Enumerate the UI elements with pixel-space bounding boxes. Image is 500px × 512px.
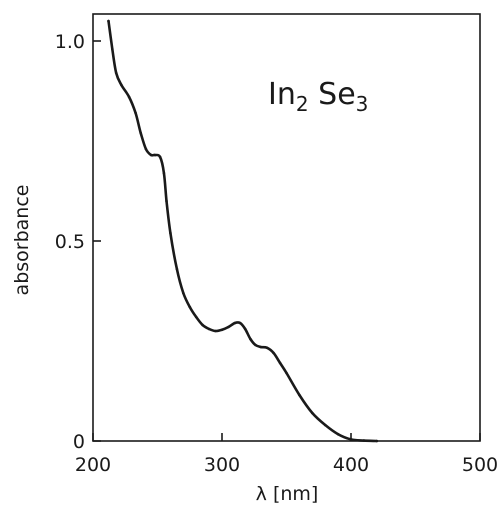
series-point [144, 147, 148, 151]
x-tick-label: 200 [75, 454, 111, 476]
series-point [127, 95, 131, 99]
x-tick-label: 500 [462, 454, 498, 476]
series-point [175, 267, 179, 271]
series-point [162, 171, 166, 175]
annotation-subscript: 2 [296, 92, 309, 116]
series-point [165, 199, 168, 203]
series-point [272, 351, 275, 355]
annotation-subscript: 3 [356, 92, 369, 116]
series-point [336, 432, 340, 436]
series-point [139, 131, 142, 135]
annotation-text: Se [309, 77, 356, 112]
series-point [233, 321, 237, 325]
series-point [254, 343, 257, 347]
series-point [259, 345, 263, 349]
plot-area-frame [92, 13, 481, 442]
series-point [107, 19, 110, 23]
series-point [278, 361, 282, 365]
series-point [207, 327, 211, 331]
series-point [111, 47, 114, 51]
series-point [285, 371, 288, 375]
y-axis-title: absorbance [11, 185, 33, 296]
series-point [311, 411, 314, 415]
y-tick-label: 1.0 [55, 31, 85, 53]
series-point [238, 321, 242, 325]
x-axis-title: λ [nm] [256, 483, 319, 505]
series-point [188, 305, 192, 309]
series-point [362, 439, 366, 442]
series-point [134, 111, 137, 115]
compound-annotation: In2 Se3 [268, 77, 368, 116]
series-point [298, 393, 301, 397]
annotation-text: In [268, 77, 296, 112]
series-point [323, 423, 327, 427]
series-point [158, 155, 162, 159]
y-tick-label: 0 [73, 431, 85, 453]
x-tick-label: 300 [204, 454, 240, 476]
series-point [201, 323, 204, 327]
y-tick-label: 0.5 [55, 231, 85, 253]
series-point-group [107, 19, 379, 443]
series-point [169, 231, 172, 235]
series-point [214, 329, 217, 333]
series-point [349, 438, 353, 441]
series-point [194, 315, 198, 319]
series-point [227, 325, 230, 329]
series-point [220, 328, 224, 332]
y-tick-group: 0 0.5 1.0 [55, 31, 101, 453]
series-point [375, 439, 379, 443]
series-point [243, 327, 247, 331]
series-point [114, 71, 118, 75]
x-tick-label: 400 [333, 454, 369, 476]
series-point [249, 337, 252, 341]
series-point [120, 83, 123, 87]
series-point [153, 153, 157, 157]
absorbance-series-line [107, 19, 379, 443]
x-tick-group: 200 300 400 500 [75, 433, 498, 476]
series-point [149, 153, 153, 157]
series-point [182, 291, 185, 295]
series-point [265, 346, 269, 350]
